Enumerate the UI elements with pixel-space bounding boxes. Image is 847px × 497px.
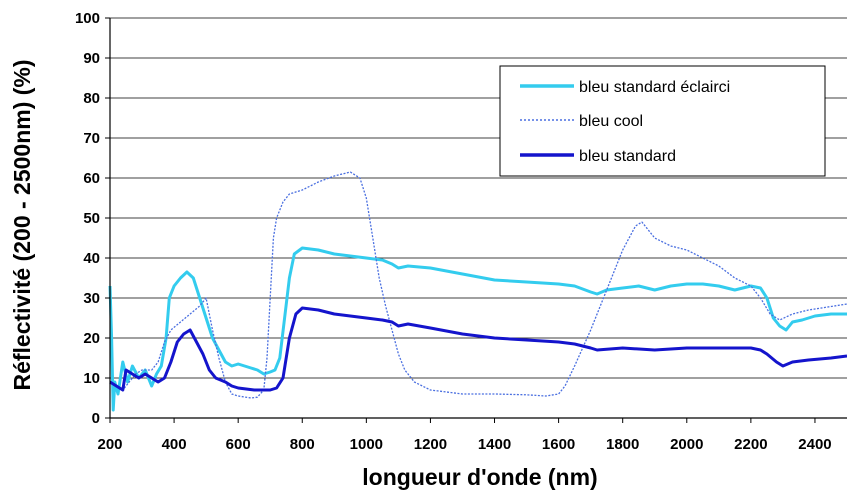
x-tick-label-1400: 1400 — [478, 436, 511, 453]
y-tick-label-60: 60 — [83, 170, 100, 187]
legend-label-cool: bleu cool — [579, 113, 643, 130]
legend: bleu standard éclairci bleu cool bleu st… — [499, 65, 826, 177]
x-tick-labels: 200 400 600 800 1000 1200 1400 1600 1800 2000 2200… — [97, 436, 831, 453]
series-line-bleu-standard — [109, 306, 847, 392]
y-axis-title: Réflectivité (200 - 2500nm) (%) — [9, 59, 35, 390]
series-line-bleu-cool — [109, 171, 847, 399]
y-tick-label-20: 20 — [83, 330, 100, 347]
y-tick-label-0: 0 — [92, 410, 100, 427]
x-tick-label-2000: 2000 — [670, 436, 703, 453]
x-axis-title: longueur d'onde (nm) — [362, 464, 597, 490]
y-tick-label-10: 10 — [83, 370, 100, 387]
x-tick-label-600: 600 — [226, 436, 251, 453]
y-tick-labels: 0 10 20 30 40 50 60 70 80 90 100 — [75, 10, 100, 427]
axes — [105, 17, 847, 423]
legend-label-eclairci: bleu standard éclairci — [579, 79, 730, 96]
x-tick-label-800: 800 — [290, 436, 315, 453]
series-lines — [108, 171, 847, 412]
y-tick-label-70: 70 — [83, 130, 100, 147]
y-tick-label-80: 80 — [83, 90, 100, 107]
x-tick-label-2200: 2200 — [734, 436, 767, 453]
y-tick-label-90: 90 — [83, 50, 100, 67]
x-tick-label-1200: 1200 — [414, 436, 447, 453]
legend-label-standard: bleu standard — [579, 148, 676, 165]
x-tick-label-1800: 1800 — [606, 436, 639, 453]
x-tick-label-400: 400 — [162, 436, 187, 453]
x-tick-label-1600: 1600 — [542, 436, 575, 453]
y-tick-label-100: 100 — [75, 10, 100, 27]
x-tick-label-200: 200 — [97, 436, 122, 453]
gridlines — [110, 17, 847, 379]
y-tick-label-30: 30 — [83, 290, 100, 307]
y-tick-label-40: 40 — [83, 250, 100, 267]
x-tick-label-1000: 1000 — [350, 436, 383, 453]
series-line-bleu-standard-eclairci — [108, 246, 847, 412]
x-tick-label-2400: 2400 — [798, 436, 831, 453]
y-tick-label-50: 50 — [83, 210, 100, 227]
